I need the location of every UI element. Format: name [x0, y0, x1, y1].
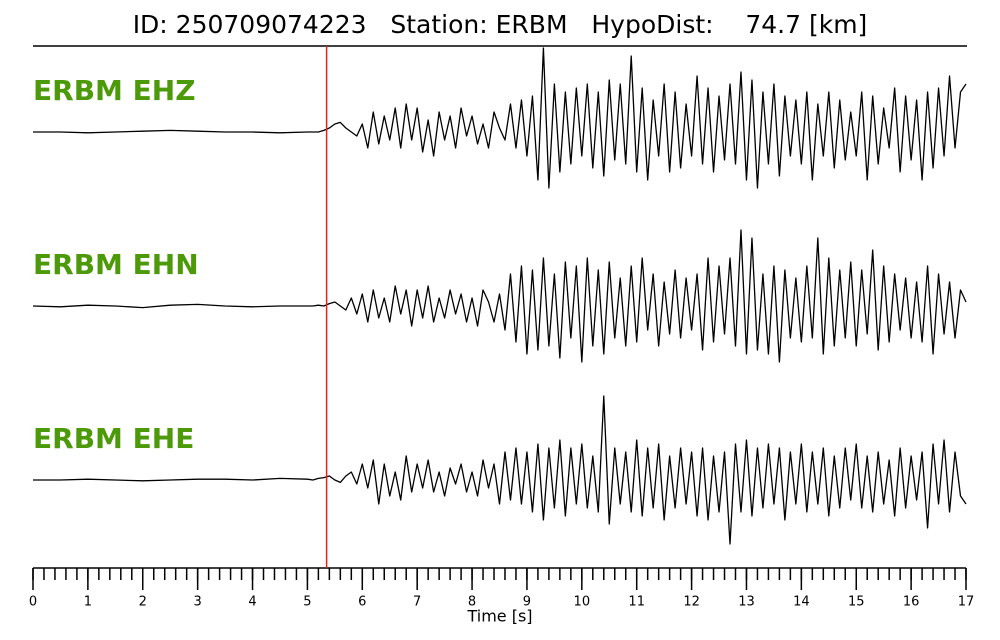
- x-tick-label: 6: [358, 595, 366, 610]
- x-axis-label: Time [s]: [466, 607, 532, 626]
- x-tick-label: 8: [468, 595, 476, 610]
- x-tick-label: 3: [194, 595, 202, 610]
- waveform: [33, 47, 967, 189]
- waveform: [33, 395, 967, 545]
- x-tick-label: 9: [523, 595, 531, 610]
- x-tick-label: 4: [248, 595, 256, 610]
- x-tick-label: 7: [413, 595, 421, 610]
- x-tick-label: 11: [628, 595, 645, 610]
- x-tick-label: 2: [139, 595, 147, 610]
- x-tick-label: 14: [793, 595, 810, 610]
- trace-label: ERBM EHN: [33, 248, 199, 281]
- x-tick-label: 0: [29, 595, 37, 610]
- x-tick-label: 5: [303, 595, 311, 610]
- x-tick-label: 13: [738, 595, 755, 610]
- x-tick-label: 12: [683, 595, 700, 610]
- waveform: [32, 229, 967, 363]
- trace-label: ERBM EHE: [33, 422, 194, 455]
- x-tick-label: 10: [574, 595, 591, 610]
- chart-title: ID: 250709074223 Station: ERBM HypoDist:…: [133, 10, 868, 39]
- trace-label: ERBM EHZ: [33, 74, 196, 107]
- x-tick-label: 17: [958, 595, 975, 610]
- x-tick-label: 1: [84, 595, 92, 610]
- x-tick-label: 16: [903, 595, 920, 610]
- x-tick-label: 15: [848, 595, 865, 610]
